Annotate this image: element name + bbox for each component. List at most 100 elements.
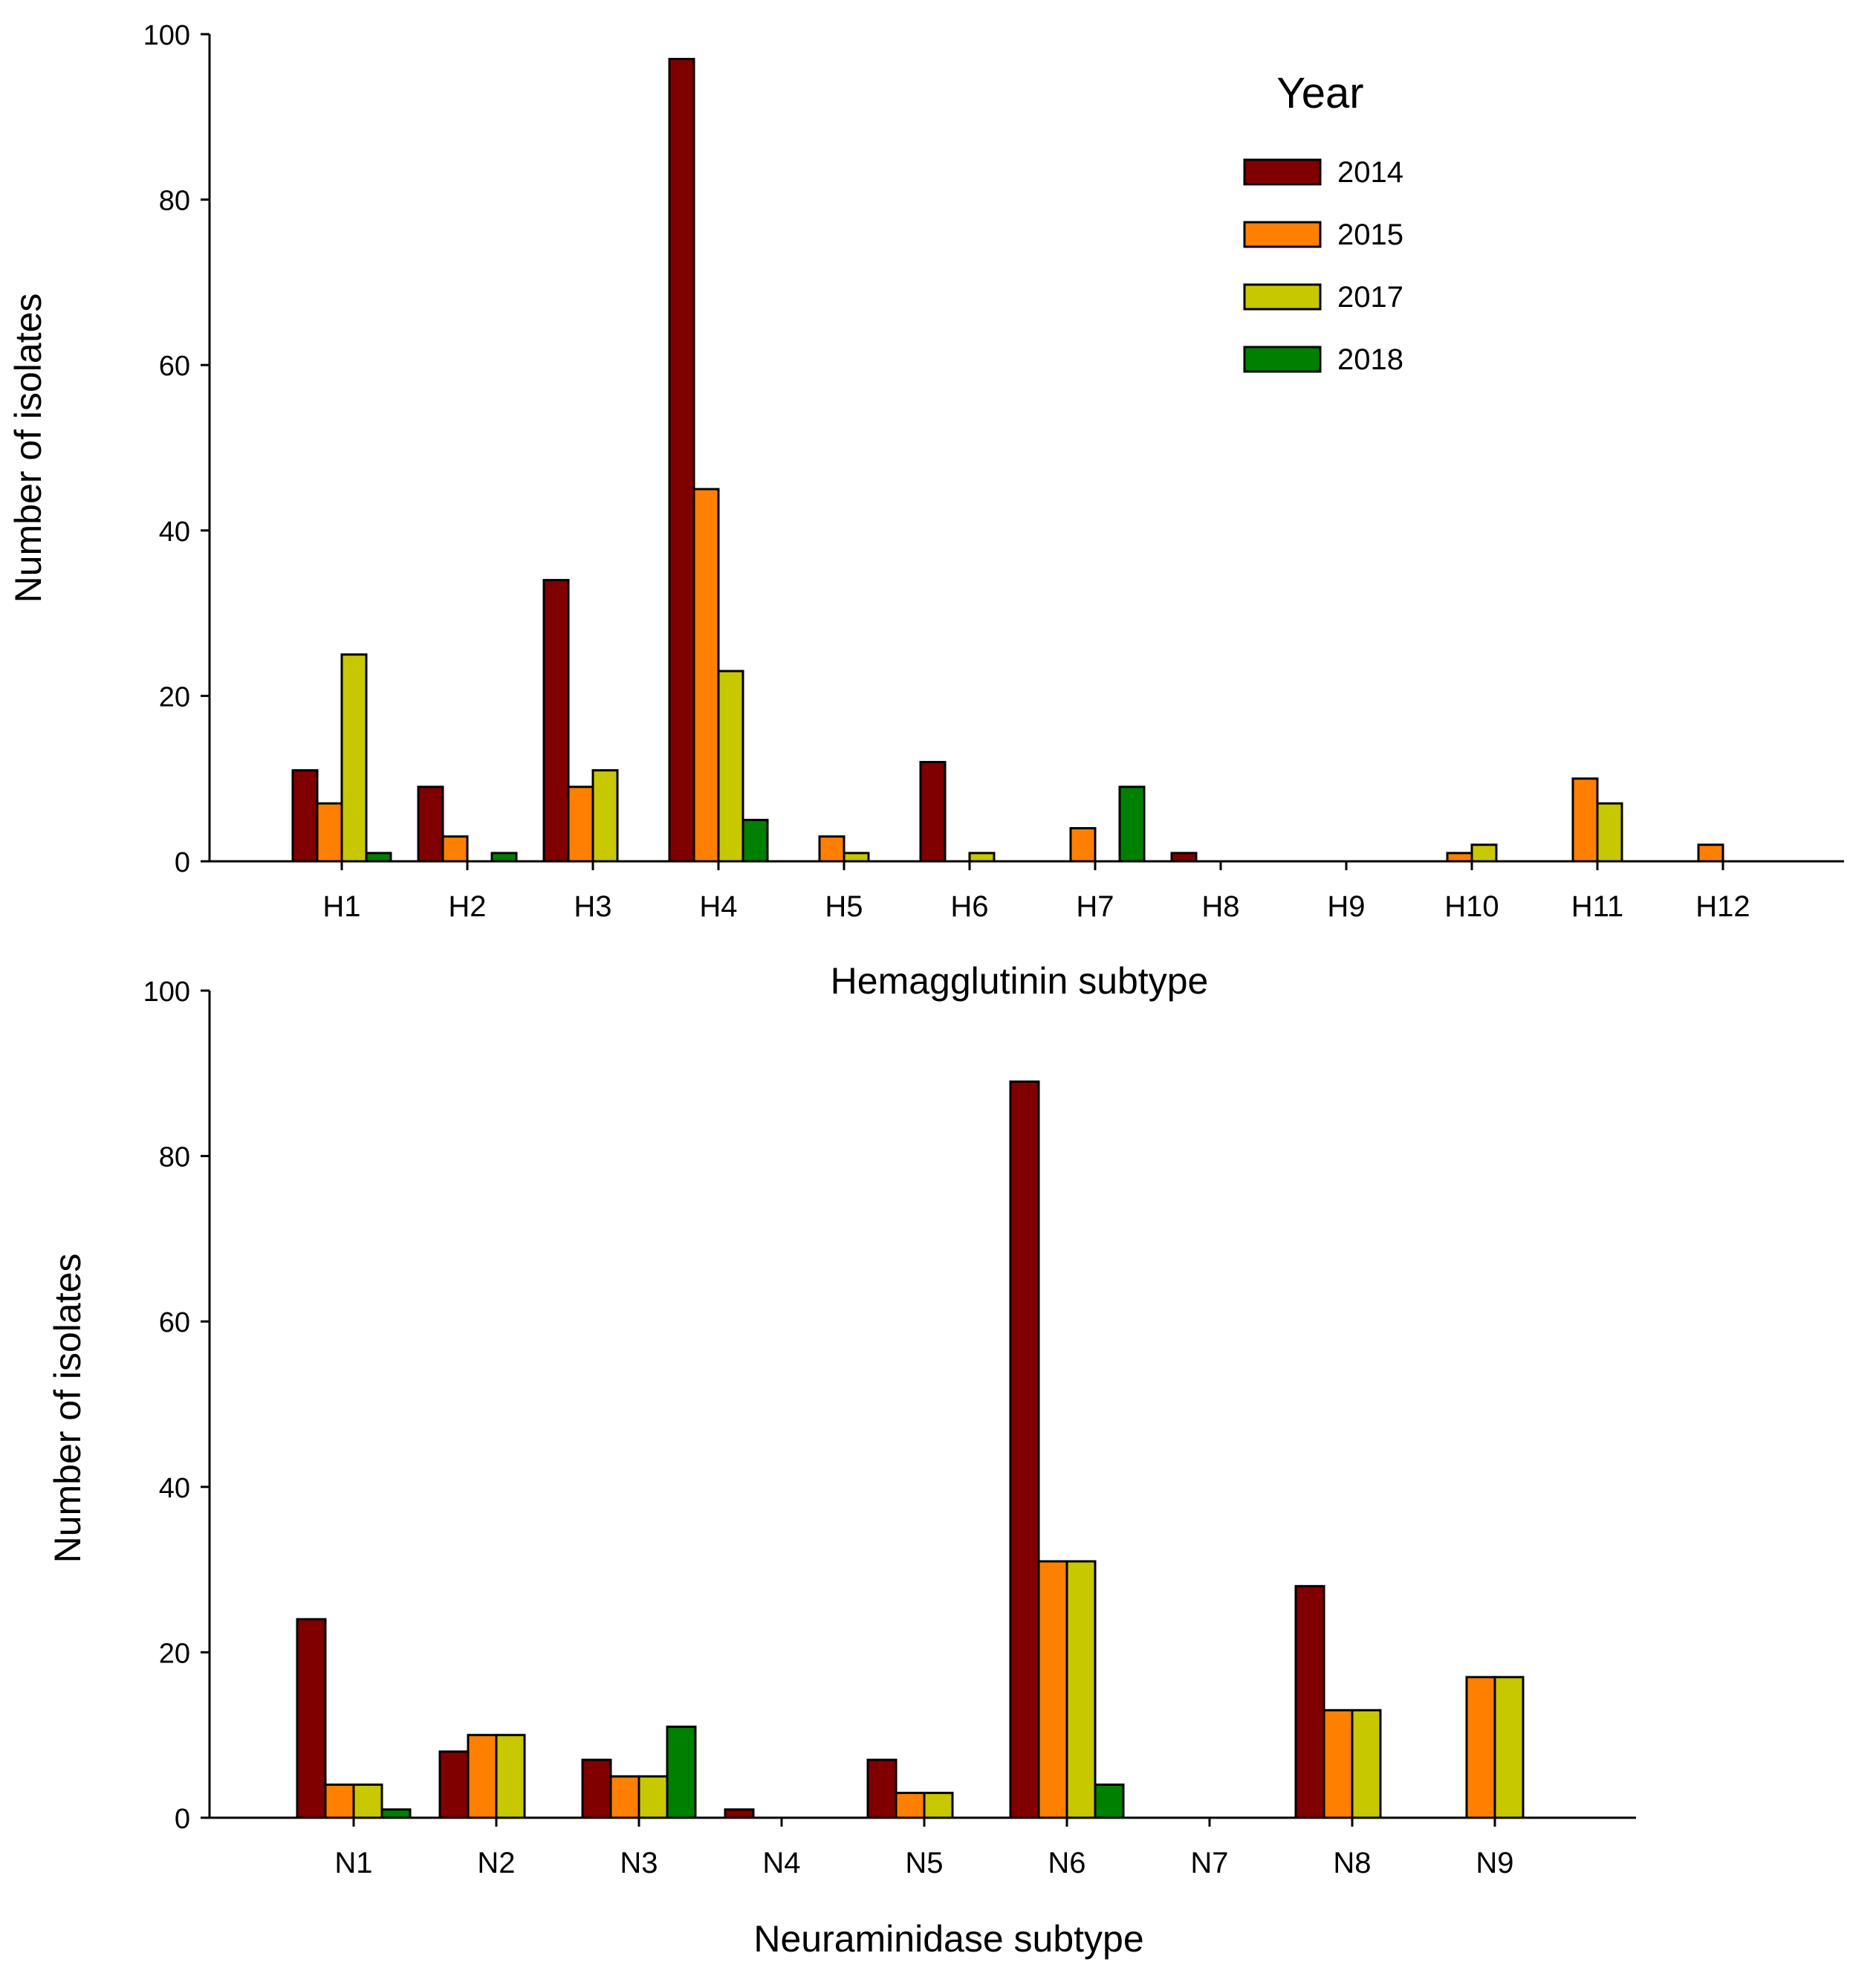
bar-2018-H2 [490,852,518,863]
bar-2014-H3 [542,579,570,863]
x-tick-label: N5 [905,1847,943,1879]
x-axis-title: Neuraminidase subtype [753,1918,1143,1960]
legend-label-2015: 2015 [1337,218,1403,251]
bar-2017-N6 [1065,1560,1097,1819]
legend-swatch-2015 [1243,221,1322,248]
bar-2017-N1 [352,1783,383,1819]
legend-label-2014: 2014 [1337,156,1403,189]
bar-2015-H12 [1697,843,1724,863]
bar-2015-H5 [818,835,846,863]
bar-2017-H1 [340,653,368,863]
legend: Year 2014 2015 2017 2018 [1243,69,1403,376]
bar-2017-H11 [1596,802,1623,863]
x-tick-label: N7 [1190,1847,1228,1879]
bar-2015-H11 [1571,777,1599,863]
bar-2015-H1 [316,802,343,863]
x-tick-label: H3 [574,890,611,923]
x-tick-label: N2 [477,1847,515,1879]
bar-2015-H10 [1446,852,1473,863]
x-tick-label: H9 [1327,890,1365,923]
y-tick-label: 100 [143,976,190,1008]
x-tick-label: H12 [1695,890,1750,923]
x-tick-label: H8 [1201,890,1239,923]
legend-label-2017: 2017 [1337,281,1403,314]
bar-2015-N3 [609,1775,640,1819]
y-tick-label: 80 [159,1142,190,1173]
bar-2014-N8 [1294,1584,1325,1819]
bar-2014-N2 [438,1750,470,1819]
bar-2015-N5 [895,1792,926,1819]
bar-2017-H5 [843,852,870,863]
y-tick-label: 20 [159,1638,190,1669]
bar-2015-N6 [1037,1560,1068,1819]
bar-2018-N1 [380,1808,412,1819]
x-tick-label: H5 [825,890,863,923]
bar-2015-N1 [324,1783,355,1819]
bar-2014-H4 [668,57,695,863]
x-tick-label: H11 [1571,890,1623,923]
bar-2017-H10 [1470,843,1498,863]
bar-2018-H1 [365,852,392,863]
bar-2014-N5 [866,1758,898,1819]
bar-2017-N2 [495,1734,526,1819]
bar-2017-N3 [637,1775,669,1819]
x-tick-label: H1 [322,890,360,923]
bar-2017-H3 [591,769,619,863]
bar-2014-H6 [919,760,947,863]
x-tick-label: H7 [1076,890,1114,923]
legend-swatch-2017 [1243,283,1322,311]
x-tick-label: N8 [1333,1847,1371,1879]
bar-2014-N4 [724,1808,755,1819]
hemagglutinin-chart: 0 20 40 60 80 100 H1 H2 H3 H4 H5 H6 H7 H8 H9 H10 H11 H12 H… [7,20,1844,1002]
x-tick-label: H6 [950,890,988,923]
x-tick-label: H10 [1444,890,1499,923]
x-tick-label: N3 [620,1847,658,1879]
y-axis-title: Number of isolates [47,1254,88,1564]
y-tick-label: 60 [159,351,190,382]
bar-2017-H4 [717,670,744,863]
legend-swatch-2014 [1243,158,1322,186]
x-tick-label: N9 [1476,1847,1513,1879]
bar-2015-H2 [441,835,469,863]
bar-2014-H8 [1170,852,1198,863]
bar-2015-N8 [1322,1708,1354,1819]
x-tick-label: N6 [1048,1847,1085,1879]
y-tick-label: 40 [159,1473,190,1504]
bar-2017-N8 [1351,1708,1382,1819]
y-tick-label: 100 [143,20,190,51]
x-tick-label: N1 [334,1847,372,1879]
bar-2015-N9 [1465,1676,1496,1819]
legend-swatch-2018 [1243,346,1322,373]
bar-2014-H2 [417,786,444,863]
x-tick-label: N4 [762,1847,800,1879]
bar-2014-N1 [296,1618,327,1819]
x-tick-label: H4 [699,890,737,923]
bar-2015-H7 [1069,826,1097,863]
bar-2015-H3 [567,786,594,863]
y-tick-label: 20 [159,681,190,713]
bar-2014-H1 [291,769,319,863]
bar-2014-N6 [1009,1080,1040,1819]
bar-2018-H7 [1118,786,1146,863]
legend-label-2018: 2018 [1337,343,1403,376]
legend-title: Year [1276,69,1363,117]
y-tick-label: 0 [175,847,190,878]
x-axis-title: Hemagglutinin subtype [831,960,1209,1002]
neuraminidase-chart: 0 20 40 60 80 100 N1 N2 N3 N4 N5 N6 N7 N8 N9 Neuraminid… [47,976,1636,1960]
bar-2017-N9 [1493,1676,1525,1819]
bar-2018-N6 [1094,1783,1125,1819]
bar-2015-H4 [692,488,720,863]
y-tick-label: 0 [175,1804,190,1835]
y-tick-label: 40 [159,516,190,548]
bar-2014-N3 [581,1758,612,1819]
y-axis-title: Number of isolates [7,294,49,603]
bar-2018-N3 [666,1726,697,1819]
y-tick-label: 80 [159,186,190,217]
bar-2017-H6 [968,852,996,863]
x-tick-label: H2 [448,890,486,923]
bar-2015-N2 [467,1734,498,1819]
bar-2018-H4 [741,818,769,863]
bar-2017-N5 [923,1792,954,1819]
y-tick-label: 60 [159,1307,190,1338]
